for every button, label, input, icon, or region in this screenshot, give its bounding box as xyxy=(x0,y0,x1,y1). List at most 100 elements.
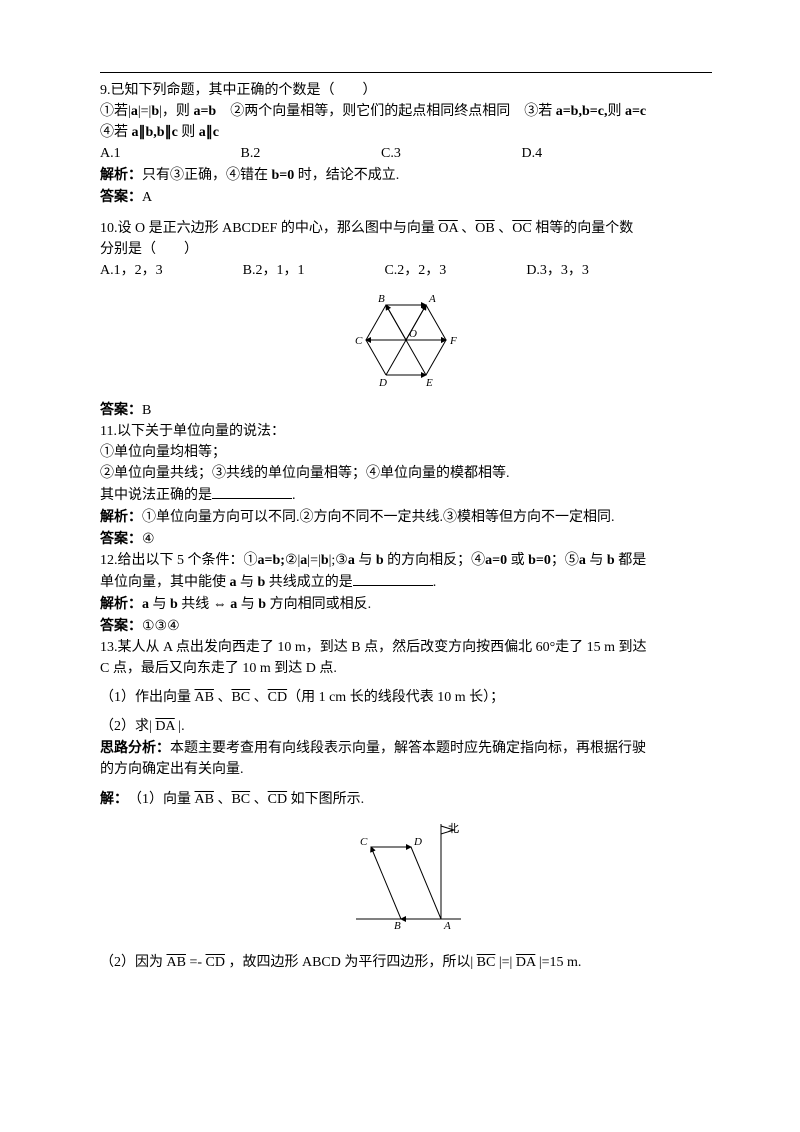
eq: b=0 xyxy=(528,553,551,568)
answer-value: B xyxy=(142,403,151,418)
q12-explain: 解析：a 与 b 共线 ⇔ a 与 b 方向相同或相反. xyxy=(100,593,712,615)
text: 则 xyxy=(607,104,625,119)
vector-bc: BC xyxy=(231,690,250,705)
q13-stem-l1: 13.某人从 A 点出发向西走了 10 m，到达 B 点，然后改变方向按西偏北 … xyxy=(100,637,712,658)
q11-answer: 答案：④ xyxy=(100,528,712,550)
answer-label: 答案： xyxy=(100,188,142,204)
text: |. xyxy=(175,719,185,734)
q13-stem-l2: C 点，最后又向东走了 10 m 到达 D 点. xyxy=(100,658,712,679)
text: 共线成立的是 xyxy=(265,575,353,590)
q12-line2: 单位向量，其中能使 a 与 b 共线成立的是. xyxy=(100,571,712,593)
vector-ab: AB xyxy=(195,792,214,807)
text: 、 xyxy=(250,690,268,705)
hexagon-figure: A B C D E F O xyxy=(321,285,491,395)
vector-bc: BC xyxy=(477,955,496,970)
text: ，故四边形 ABCD 为平行四边形，所以| xyxy=(225,955,477,970)
text: . xyxy=(433,575,437,590)
b: b xyxy=(607,553,615,568)
text: 、 xyxy=(214,690,232,705)
text: （用 1 cm 长的线段代表 10 m 长）； xyxy=(287,690,504,705)
text: （1）向量 xyxy=(135,792,195,807)
q9-explain: 解析：只有③正确，④错在 b=0 时，结论不成立. xyxy=(100,164,712,186)
label-a: A xyxy=(443,920,451,932)
q13-analysis-l2: 的方向确定出有关向量. xyxy=(100,759,712,780)
text: 与 xyxy=(586,553,607,568)
q13-part2: （2）求| DA |. xyxy=(100,716,712,737)
text: |=| xyxy=(495,955,516,970)
text: 与 xyxy=(355,553,376,568)
q9-stem: 9.已知下列命题，其中正确的个数是（ ） xyxy=(100,80,712,101)
text: |;③ xyxy=(329,553,348,568)
text: 本题主要考查用有向线段表示向量，解答本题时应先确定指向标，再根据行驶 xyxy=(170,741,646,756)
label-o: O xyxy=(409,328,417,340)
text: ④若 xyxy=(100,125,132,140)
q9-options: A.1 B.2 C.3 D.4 xyxy=(100,143,712,164)
text: 相等的向量个数 xyxy=(532,221,634,236)
q12-line1: 12.给出以下 5 个条件：①a=b;②|a|=|b|;③a 与 b 的方向相反… xyxy=(100,550,712,571)
q12-answer: 答案：①③④ xyxy=(100,615,712,637)
rel: a∥c xyxy=(199,125,219,140)
q11-s3: 其中说法正确的是. xyxy=(100,484,712,506)
q11-s1: ①单位向量均相等； xyxy=(100,442,712,463)
solution-label: 解： xyxy=(100,790,121,806)
text: 、 xyxy=(495,221,513,236)
option-b: B.2，1，1 xyxy=(243,260,305,281)
vec-b: b xyxy=(151,104,159,119)
text: 、 xyxy=(214,792,232,807)
text: ；⑤ xyxy=(551,553,579,568)
label-f: F xyxy=(449,335,457,347)
spacer xyxy=(100,208,712,218)
text: |=| xyxy=(138,104,152,119)
label-c: C xyxy=(355,335,363,347)
vector-cd: CD xyxy=(206,955,225,970)
text: 共线 ⇔ xyxy=(178,597,231,612)
eq: a=b xyxy=(193,104,216,119)
text: ①若| xyxy=(100,104,131,119)
q9-statements-line1: ①若|a|=|b|，则 a=b ②两个向量相等，则它们的起点相同终点相同 ③若 … xyxy=(100,101,712,122)
eq: a=c xyxy=(625,104,646,119)
label-e: E xyxy=(425,377,433,389)
answer-label: 答案： xyxy=(100,401,142,417)
vec-a: a xyxy=(131,104,138,119)
vector-da: DA xyxy=(155,719,174,734)
eq: a=b; xyxy=(258,553,285,568)
text: 都是 xyxy=(615,553,647,568)
answer-label: 答案： xyxy=(100,530,142,546)
text: 单位向量，其中能使 xyxy=(100,575,230,590)
option-d: D.4 xyxy=(522,143,663,164)
eq: a=b,b=c, xyxy=(556,104,608,119)
q10-options: A.1，2，3 B.2，1，1 C.2，2，3 D.3，3，3 xyxy=(100,260,712,281)
option-b: B.2 xyxy=(241,143,382,164)
vector-oa: OA xyxy=(438,221,457,236)
text: 与 xyxy=(237,597,258,612)
text: 或 xyxy=(507,553,528,568)
text: 与 xyxy=(237,575,258,590)
explain-label: 解析： xyxy=(100,166,142,182)
text: 如下图所示. xyxy=(287,792,364,807)
fill-blank xyxy=(353,571,433,586)
rel: a∥b,b∥c xyxy=(132,125,178,140)
text: 只有③正确，④错在 xyxy=(142,168,272,183)
answer-value: ④ xyxy=(142,532,155,547)
vector-da: DA xyxy=(516,955,535,970)
text: |，则 xyxy=(159,104,193,119)
b: b xyxy=(321,553,329,568)
answer-value: A xyxy=(142,190,152,205)
b: b xyxy=(170,597,178,612)
label-c: C xyxy=(360,836,368,848)
q13-figure: A B C D 北 xyxy=(336,814,476,944)
text: ②| xyxy=(285,553,300,568)
option-a: A.1 xyxy=(100,143,241,164)
text: 时，结论不成立. xyxy=(294,168,399,183)
text: 方向相同或相反. xyxy=(266,597,371,612)
page-top-rule xyxy=(100,72,712,73)
fill-blank xyxy=(212,484,292,499)
vector-oc: OC xyxy=(512,221,531,236)
q11-explain: 解析：①单位向量方向可以不同.②方向不同不一定共线.③模相等但方向不一定相同. xyxy=(100,506,712,528)
q13-solution-2: （2）因为 AB =- CD ，故四边形 ABCD 为平行四边形，所以| BC … xyxy=(100,952,712,973)
text: （2）求| xyxy=(100,719,155,734)
vector-ab: AB xyxy=(167,955,186,970)
north-label: 北 xyxy=(448,822,459,835)
vector-ob: OB xyxy=(475,221,494,236)
b: b xyxy=(258,597,266,612)
